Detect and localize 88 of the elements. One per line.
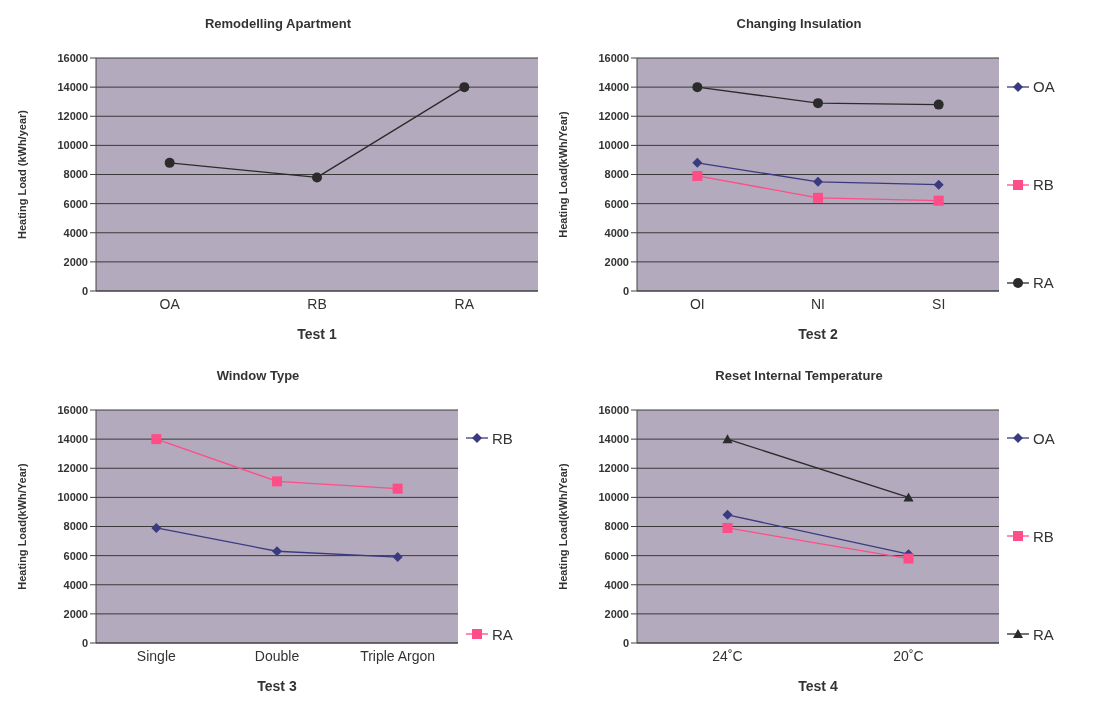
point bbox=[903, 553, 914, 564]
legend-label: RB bbox=[492, 429, 513, 447]
point bbox=[692, 170, 703, 181]
x-tick-label: SI bbox=[932, 295, 946, 312]
x-axis-title: Test 4 bbox=[798, 677, 838, 694]
y-tick-label: 16000 bbox=[57, 403, 88, 416]
y-tick-label: 10000 bbox=[598, 139, 629, 152]
y-tick-label: 12000 bbox=[57, 110, 88, 123]
y-tick-label: 6000 bbox=[604, 197, 629, 210]
y-tick-label: 0 bbox=[81, 284, 88, 297]
y-tick-label: 16000 bbox=[598, 51, 629, 64]
point bbox=[164, 157, 175, 168]
y-tick-label: 12000 bbox=[598, 461, 629, 474]
y-tick-label: 10000 bbox=[57, 139, 88, 152]
point bbox=[151, 433, 162, 444]
y-tick-label: 12000 bbox=[598, 110, 629, 123]
y-tick-label: 14000 bbox=[598, 81, 629, 94]
y-tick-label: 4000 bbox=[63, 226, 88, 239]
y-tick-label: 0 bbox=[622, 636, 629, 649]
y-tick-label: 16000 bbox=[57, 51, 88, 64]
x-tick-label: Double bbox=[254, 647, 300, 664]
point bbox=[722, 509, 733, 520]
y-tick-label: 14000 bbox=[57, 432, 88, 445]
y-tick-label: 10000 bbox=[598, 490, 629, 503]
y-tick-label: 2000 bbox=[604, 607, 629, 620]
x-tick-label: 20˚C bbox=[893, 647, 924, 664]
y-tick-label: 6000 bbox=[63, 549, 88, 562]
y-tick-label: 2000 bbox=[63, 607, 88, 620]
x-tick-label: OI bbox=[689, 295, 705, 312]
legend-label: RA bbox=[1033, 274, 1054, 291]
y-tick-label: 4000 bbox=[604, 226, 629, 239]
y-tick-label: 8000 bbox=[604, 168, 629, 181]
point bbox=[272, 475, 282, 486]
point bbox=[813, 98, 823, 109]
legend-label: OA bbox=[1033, 429, 1055, 447]
y-tick-label: 14000 bbox=[598, 432, 629, 445]
point bbox=[151, 522, 162, 533]
point bbox=[933, 179, 944, 190]
y-tick-label: 6000 bbox=[604, 549, 629, 562]
y-axis-title: Heating Load(kWh/Year) bbox=[556, 462, 569, 590]
x-tick-label: Triple Argon bbox=[360, 647, 436, 664]
y-tick-label: 8000 bbox=[63, 519, 88, 532]
legend-label: OA bbox=[1033, 78, 1055, 95]
y-tick-label: 8000 bbox=[63, 168, 88, 181]
y-tick-label: 2000 bbox=[604, 255, 629, 268]
point bbox=[813, 192, 823, 203]
chart-title: Window Type bbox=[215, 366, 301, 385]
legend-label: RB bbox=[1033, 176, 1054, 193]
y-axis-title: Heating Load(kWh/Year) bbox=[556, 110, 569, 238]
legend-label: RA bbox=[1033, 625, 1054, 643]
y-tick-label: 4000 bbox=[63, 578, 88, 591]
x-tick-label: RB bbox=[307, 295, 327, 312]
chart-title: Changing Insulation bbox=[735, 15, 863, 33]
y-tick-label: 6000 bbox=[63, 197, 88, 210]
x-tick-label: Single bbox=[136, 647, 176, 664]
chart-title: Reset Internal Temperature bbox=[714, 366, 884, 385]
x-tick-label: 24˚C bbox=[712, 647, 743, 664]
y-tick-label: 10000 bbox=[57, 490, 88, 503]
y-tick-label: 16000 bbox=[598, 403, 629, 416]
y-tick-label: 12000 bbox=[57, 461, 88, 474]
point bbox=[272, 545, 282, 556]
y-tick-label: 8000 bbox=[604, 519, 629, 532]
y-tick-label: 14000 bbox=[57, 81, 88, 94]
x-axis-title: Test 3 bbox=[257, 677, 297, 694]
point bbox=[392, 483, 403, 494]
chart-title: Remodelling Apartment bbox=[203, 15, 353, 33]
y-tick-label: 0 bbox=[622, 284, 629, 297]
y-tick-label: 4000 bbox=[604, 578, 629, 591]
point bbox=[722, 522, 733, 533]
point bbox=[933, 195, 944, 206]
y-axis-title: Heating Load(kWh/Year) bbox=[15, 462, 28, 590]
point bbox=[933, 99, 944, 110]
legend-label: RA bbox=[492, 625, 513, 643]
y-tick-label: 2000 bbox=[63, 255, 88, 268]
x-axis-title: Test 2 bbox=[798, 326, 838, 342]
point bbox=[692, 82, 703, 93]
y-tick-label: 0 bbox=[81, 636, 88, 649]
x-axis-title: Test 1 bbox=[297, 326, 337, 342]
x-tick-label: RA bbox=[454, 295, 475, 312]
point bbox=[459, 82, 470, 93]
point bbox=[392, 551, 403, 562]
point bbox=[813, 176, 823, 187]
legend-label: RB bbox=[1033, 527, 1054, 545]
point bbox=[312, 172, 322, 183]
x-tick-label: OA bbox=[159, 295, 181, 312]
y-axis-title: Heating Load (kWh/year) bbox=[15, 109, 28, 239]
x-tick-label: NI bbox=[811, 295, 825, 312]
point bbox=[692, 157, 703, 168]
